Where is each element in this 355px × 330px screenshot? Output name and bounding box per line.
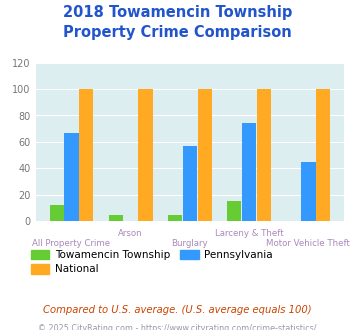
Bar (242, 123, 256, 221)
Text: All Property Crime: All Property Crime (32, 240, 110, 248)
Bar (138, 89, 153, 221)
Text: Arson: Arson (118, 229, 143, 239)
Legend: Towamencin Township, National, Pennsylvania: Towamencin Township, National, Pennsylva… (27, 246, 277, 279)
Bar (183, 146, 197, 221)
Bar (316, 89, 330, 221)
Bar (257, 89, 271, 221)
Text: Motor Vehicle Theft: Motor Vehicle Theft (267, 240, 350, 248)
Text: Burglary: Burglary (171, 240, 208, 248)
Bar (168, 214, 182, 221)
Bar (301, 162, 316, 221)
Bar (198, 89, 212, 221)
Text: © 2025 CityRating.com - https://www.cityrating.com/crime-statistics/: © 2025 CityRating.com - https://www.city… (38, 324, 317, 330)
Bar (109, 214, 123, 221)
Bar (64, 133, 78, 221)
Bar (50, 205, 64, 221)
Bar (79, 89, 93, 221)
Text: Larceny & Theft: Larceny & Theft (215, 229, 284, 239)
Bar (227, 201, 241, 221)
Text: 2018 Towamencin Township
Property Crime Comparison: 2018 Towamencin Township Property Crime … (63, 5, 292, 40)
Text: Compared to U.S. average. (U.S. average equals 100): Compared to U.S. average. (U.S. average … (43, 305, 312, 315)
